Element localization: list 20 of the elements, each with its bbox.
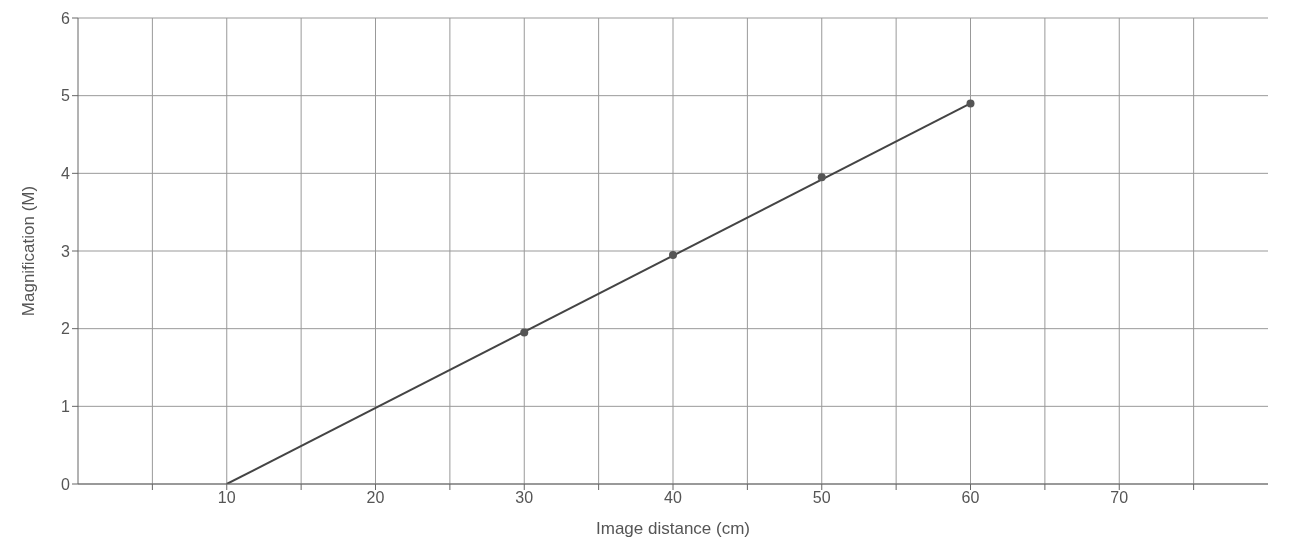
x-axis-title: Image distance (cm)	[596, 519, 750, 538]
x-tick-label: 10	[217, 489, 236, 507]
y-axis-title: Magnification (M)	[19, 185, 39, 317]
point	[817, 173, 826, 182]
point	[669, 250, 677, 259]
y-tick-label: 6	[61, 9, 71, 27]
x-tick-label: 30	[515, 489, 534, 507]
point	[520, 328, 529, 337]
x-tick-label: 60	[961, 489, 980, 507]
y-tick-label: 0	[61, 475, 71, 493]
y-tick-label: 3	[61, 242, 71, 260]
x-tick-label: 40	[664, 489, 682, 507]
point	[966, 99, 975, 108]
y-tick-label: 5	[61, 87, 71, 105]
y-tick-label: 1	[61, 398, 71, 416]
x-tick-label: 20	[366, 489, 385, 507]
y-tick-label: 4	[61, 165, 71, 183]
x-tick-label: 70	[1110, 489, 1129, 507]
x-tick-label: 50	[812, 489, 831, 507]
y-tick-label: 2	[61, 320, 71, 338]
